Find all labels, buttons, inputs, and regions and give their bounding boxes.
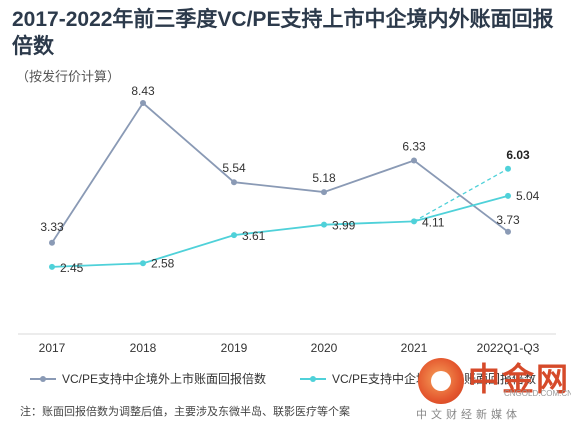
series-2-data-label: 4.11 — [422, 215, 445, 229]
series-1-data-label: 5.18 — [312, 171, 336, 185]
series-2-point — [411, 218, 417, 225]
series-line-2 — [51, 195, 509, 268]
annotation-dashed-line — [413, 168, 509, 222]
series-2-point — [505, 192, 511, 199]
footnote: 注：账面回报倍数为调整后值，主要涉及东微半岛、联影医疗等个案 — [20, 406, 350, 418]
series-1-data-label: 3.33 — [40, 220, 64, 234]
series-2-data-label: 5.04 — [516, 189, 540, 203]
x-tick-label: 2019 — [221, 341, 248, 355]
legend-label-series-1: VC/PE支持中企境外上市账面回报倍数 — [62, 372, 267, 386]
x-tick-label: 2020 — [311, 341, 338, 355]
chart-subtitle: （按发行价计算） — [16, 69, 121, 84]
series-line-1 — [51, 101, 509, 244]
series-2-point — [321, 221, 327, 228]
annotation-label: 6.03 — [506, 148, 530, 162]
x-tick-label: 2022Q1-Q3 — [477, 341, 540, 355]
series-2-point — [140, 260, 146, 267]
series-2-data-label: 3.99 — [332, 219, 356, 233]
series-1-point — [321, 189, 327, 196]
series-2-data-label: 2.45 — [60, 261, 84, 275]
series-1-data-label: 5.54 — [222, 161, 246, 175]
legend-marker-series-1 — [30, 375, 56, 382]
annotation-point — [505, 165, 511, 172]
legend-item-series-1: VC/PE支持中企境外上市账面回报倍数 — [30, 370, 266, 387]
series-1-point — [505, 228, 511, 235]
watermark-tagline: 中文财经新媒体 — [416, 409, 521, 421]
series-1-point — [411, 157, 417, 164]
x-tick-label: 2018 — [130, 341, 157, 355]
watermark-url: CNGOLD.COM.CN — [504, 389, 571, 398]
x-tick-label: 2017 — [39, 341, 66, 355]
legend-marker-series-2 — [300, 375, 326, 382]
series-2-point — [231, 232, 237, 239]
series-2-data-label: 3.61 — [242, 229, 266, 243]
watermark-logo-icon — [418, 358, 464, 404]
watermark: 中金网 CNGOLD.COM.CN 中文财经新媒体 — [412, 352, 571, 424]
watermark-brand: 中金网 — [468, 361, 571, 397]
series-1-point — [231, 179, 237, 186]
series-1-data-label: 3.73 — [496, 213, 520, 227]
x-tick-label: 2021 — [401, 341, 428, 355]
series-1-data-label: 6.33 — [402, 140, 426, 154]
series-2-data-label: 2.58 — [151, 256, 175, 270]
series-2-point — [49, 263, 55, 270]
series-1-point — [140, 100, 146, 107]
series-1-data-label: 8.43 — [131, 84, 155, 98]
chart-title: 2017-2022年前三季度VC/PE支持上市中企境内外账面回报倍数 — [12, 8, 554, 58]
series-1-point — [49, 239, 55, 246]
